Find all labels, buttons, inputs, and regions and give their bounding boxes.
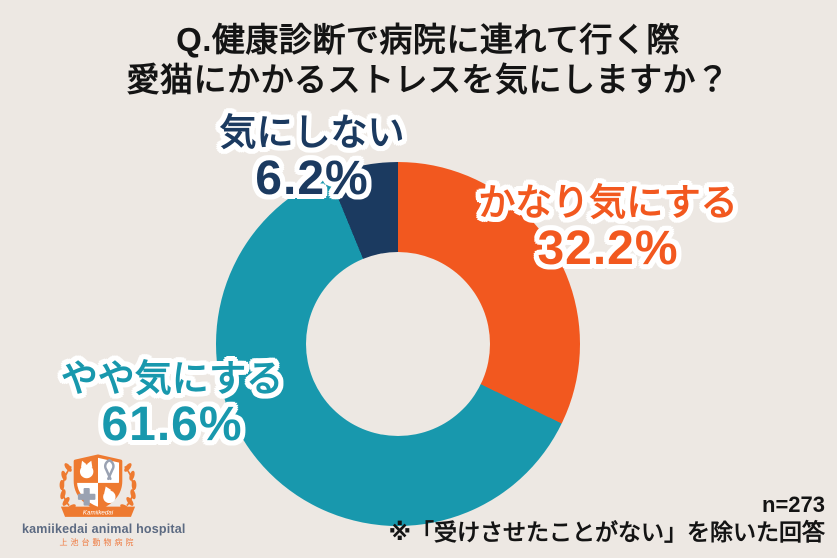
page-title-line1: Q.健康診断で病院に連れて行く際 — [176, 21, 680, 58]
segment-value: 61.6% — [101, 398, 243, 452]
shield-icon — [73, 454, 123, 511]
segment-label-very-worried: かなり気にする 32.2% — [478, 182, 737, 275]
segment-value: 32.2% — [537, 222, 679, 276]
ribbon-icon — [103, 459, 115, 481]
segment-label-not-worried: 気にしない 6.2% — [220, 112, 405, 205]
page-title-line2: 愛猫にかかるストレスを気にしますか？ — [126, 61, 730, 98]
donut-chart — [216, 162, 580, 526]
segment-name: やや気にする — [60, 358, 284, 399]
segment-name: 気にしない — [219, 112, 405, 153]
segment-name: かなり気にする — [478, 182, 738, 223]
sample-size: n=273 — [762, 492, 825, 517]
banner-icon: Kamiikedai — [60, 506, 136, 517]
donut-hole — [306, 252, 490, 436]
logo-name-en: kamiikedai animal hospital — [22, 522, 186, 536]
footnote: ※「受けさせたことがない」を除いた回答 — [388, 519, 825, 545]
laurel-left-icon — [59, 463, 76, 512]
cross-icon — [77, 488, 96, 506]
footer: n=273 ※「受けさせたことがない」を除いた回答 — [389, 492, 825, 547]
hospital-logo: Kamiikedai kamiikedai animal hospital 上池… — [22, 452, 186, 548]
logo-banner-text: Kamiikedai — [83, 509, 114, 516]
logo-name-jp: 上池台動物病院 — [59, 538, 137, 547]
page-title: Q.健康診断で病院に連れて行く際 愛猫にかかるストレスを気にしますか？ — [127, 20, 730, 100]
logo-emblem-icon: Kamiikedai — [59, 454, 137, 517]
cat-icon — [79, 460, 94, 479]
segment-label-somewhat-worried: やや気にする 61.6% — [61, 358, 283, 451]
dog-icon — [103, 486, 116, 503]
segment-value: 6.2% — [255, 152, 369, 206]
